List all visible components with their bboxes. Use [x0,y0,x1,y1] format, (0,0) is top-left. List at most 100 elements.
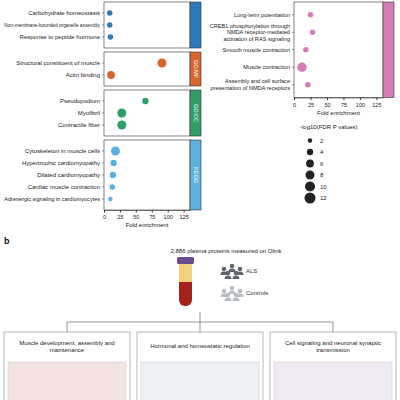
dot [108,34,114,40]
tick-mark [294,98,295,101]
dot [110,160,116,166]
dot [110,172,116,178]
category-label: Contractile fiber [58,122,100,128]
x-tick: 25 [117,210,123,220]
facet-strip [383,2,394,98]
tick-mark [120,210,121,213]
connector [200,322,201,332]
dots [108,147,120,202]
legend-dot [308,138,312,142]
category-label: Response to peptide hormone [20,34,101,40]
x-tick: 0 [293,98,296,108]
dot-chart-1: Long-term potentiationCREB1 phosphorylat… [210,2,394,116]
legend-dot [305,193,316,204]
category-title: Muscle development, assembly andmaintena… [19,340,114,353]
tick-label: 125 [180,214,189,220]
y-tick [292,84,294,85]
tick-mark [104,210,105,213]
dot [142,98,148,104]
category-image [141,362,259,400]
diagram: b 2,886 plasma proteins measured on Olink… [4,236,396,400]
x-tick: 100 [164,210,173,220]
tick-mark [310,98,311,101]
panel-frame [104,140,190,210]
x-tick: 125 [372,98,381,108]
people-icon [221,286,244,301]
legend-label: 6 [320,161,324,167]
tick-mark [184,210,185,213]
tick-label: 75 [149,214,155,220]
connector [67,322,68,332]
category-label: Structural constituent of muscle [16,60,100,66]
y-tick [292,32,294,33]
panel-frame [104,90,190,136]
person-head [226,293,231,298]
category-title: Hormonal and homeostatic regulation [150,343,250,349]
y-tick [102,13,104,14]
sample-text: 2,886 plasma proteins measured on Olink [170,248,282,254]
category-image [274,362,392,400]
category-title: Cell signaling and neuronal synaptictran… [285,340,381,353]
dot [157,59,166,68]
legend-dot [307,149,313,155]
person-head [238,289,243,294]
facet-strip [190,2,201,48]
category-label: Dilated cardiomyopathy [37,172,100,178]
person-body [225,298,232,301]
dots [117,98,148,130]
figure: Carbohydrate homeostasis Non-membrane-bou… [0,0,400,400]
y-tick [102,37,104,38]
tick-label: 125 [372,102,381,108]
legend-label: 12 [320,195,327,201]
legend-label: 8 [320,172,324,178]
category-label: Pseudopodium [60,98,100,104]
panel-label: b [4,236,10,246]
category-image [8,362,126,400]
tick-mark [360,98,361,101]
person-head [222,267,227,272]
tick-mark [168,210,169,213]
category-label: Non-membrane-bounded organelle assembly [4,23,100,28]
dot [297,62,307,72]
facet-strip [190,140,201,210]
tube-cap [177,257,194,264]
x-tick: 100 [356,98,365,108]
dot [117,121,126,130]
y-tick [292,67,294,68]
y-tick [102,187,104,188]
dot [111,147,120,156]
tube-icon [177,257,194,306]
y-tick [102,101,104,102]
category-label: Carbohydrate homeostasis [28,10,100,16]
dot [310,30,316,36]
person-body [233,276,240,280]
dot [308,12,314,18]
x-axis: 0 25 50 75 100 125 [293,98,384,108]
x-tick: 25 [308,98,314,108]
x-tick: 50 [324,98,330,108]
panel-frame [104,2,190,48]
category-label: Myofibril [78,110,100,116]
facet-label: GO:CC [193,104,199,122]
legend-dot [306,160,314,168]
dot [108,197,112,201]
person-head [234,293,239,298]
y-tick [102,75,104,76]
category-label: Muscle contraction [243,64,290,70]
tick-label: 25 [308,102,314,108]
dot [117,109,126,118]
size-legend: -log10(FDR P values)24681012 [300,124,358,204]
legend-title: -log10(FDR P values) [300,124,358,130]
x-tick: 75 [341,98,347,108]
tube-plasma [179,262,192,282]
dot [107,22,113,28]
tick-mark [376,98,377,101]
y-tick [102,63,104,64]
facet-strip [190,52,201,86]
tick-label: 25 [117,214,123,220]
category-label: Smooth muscle contraction [223,47,290,53]
tick-mark [327,98,328,101]
person-head [230,286,235,291]
y-tick [102,151,104,152]
category-box [270,332,396,400]
